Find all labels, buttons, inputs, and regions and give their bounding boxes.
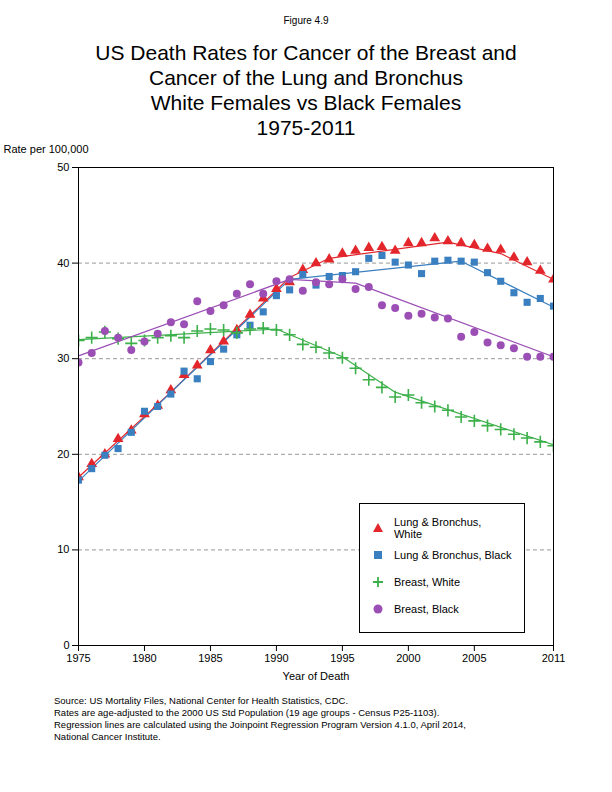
svg-text:0: 0 (63, 639, 69, 651)
svg-text:50: 50 (57, 161, 69, 173)
html-text:Lung & Bronchus, White: Lung & Bronchus, White (393, 515, 482, 540)
html-text:US Death Rates for Cancer of t: US Death Rates for Cancer of the Breast … (95, 41, 517, 89)
html-text:National Cancer Institute.: National Cancer Institute. (54, 731, 161, 742)
svg-text:2000: 2000 (396, 652, 420, 664)
svg-text:1990: 1990 (264, 652, 288, 664)
html-text:Breast, White: Breast, White (394, 575, 460, 588)
svg-text:20: 20 (57, 448, 69, 460)
svg-text:2005: 2005 (462, 652, 486, 664)
svg-text:Year of Death: Year of Death (283, 670, 350, 682)
svg-text:1995: 1995 (330, 652, 354, 664)
svg-text:1975: 1975 (66, 652, 90, 664)
svg-text:1985: 1985 (198, 652, 222, 664)
html-text:Lung & Bronchus, Black: Lung & Bronchus, Black (394, 548, 512, 561)
svg-text:Rate per 100,000: Rate per 100,000 (4, 143, 89, 155)
html-text:Breast, Black: Breast, Black (394, 602, 459, 615)
html-text:Regression lines are calculate: Regression lines are calculated using th… (54, 719, 466, 730)
svg-text:2011: 2011 (542, 652, 566, 664)
svg-text:40: 40 (57, 257, 69, 269)
html-text:Source: US Mortality Files, Na: Source: US Mortality Files, National Cen… (54, 695, 349, 706)
html-text:White Females vs Black Females: White Females vs Black Females 1975-2011 (150, 91, 462, 139)
html-text:Figure 4.9: Figure 4.9 (283, 15, 329, 26)
svg-text:1980: 1980 (132, 652, 156, 664)
html-text:Rates are age-adjusted to the: Rates are age-adjusted to the 2000 US St… (54, 707, 440, 718)
svg-text:30: 30 (57, 352, 69, 364)
svg-text:10: 10 (57, 543, 69, 555)
